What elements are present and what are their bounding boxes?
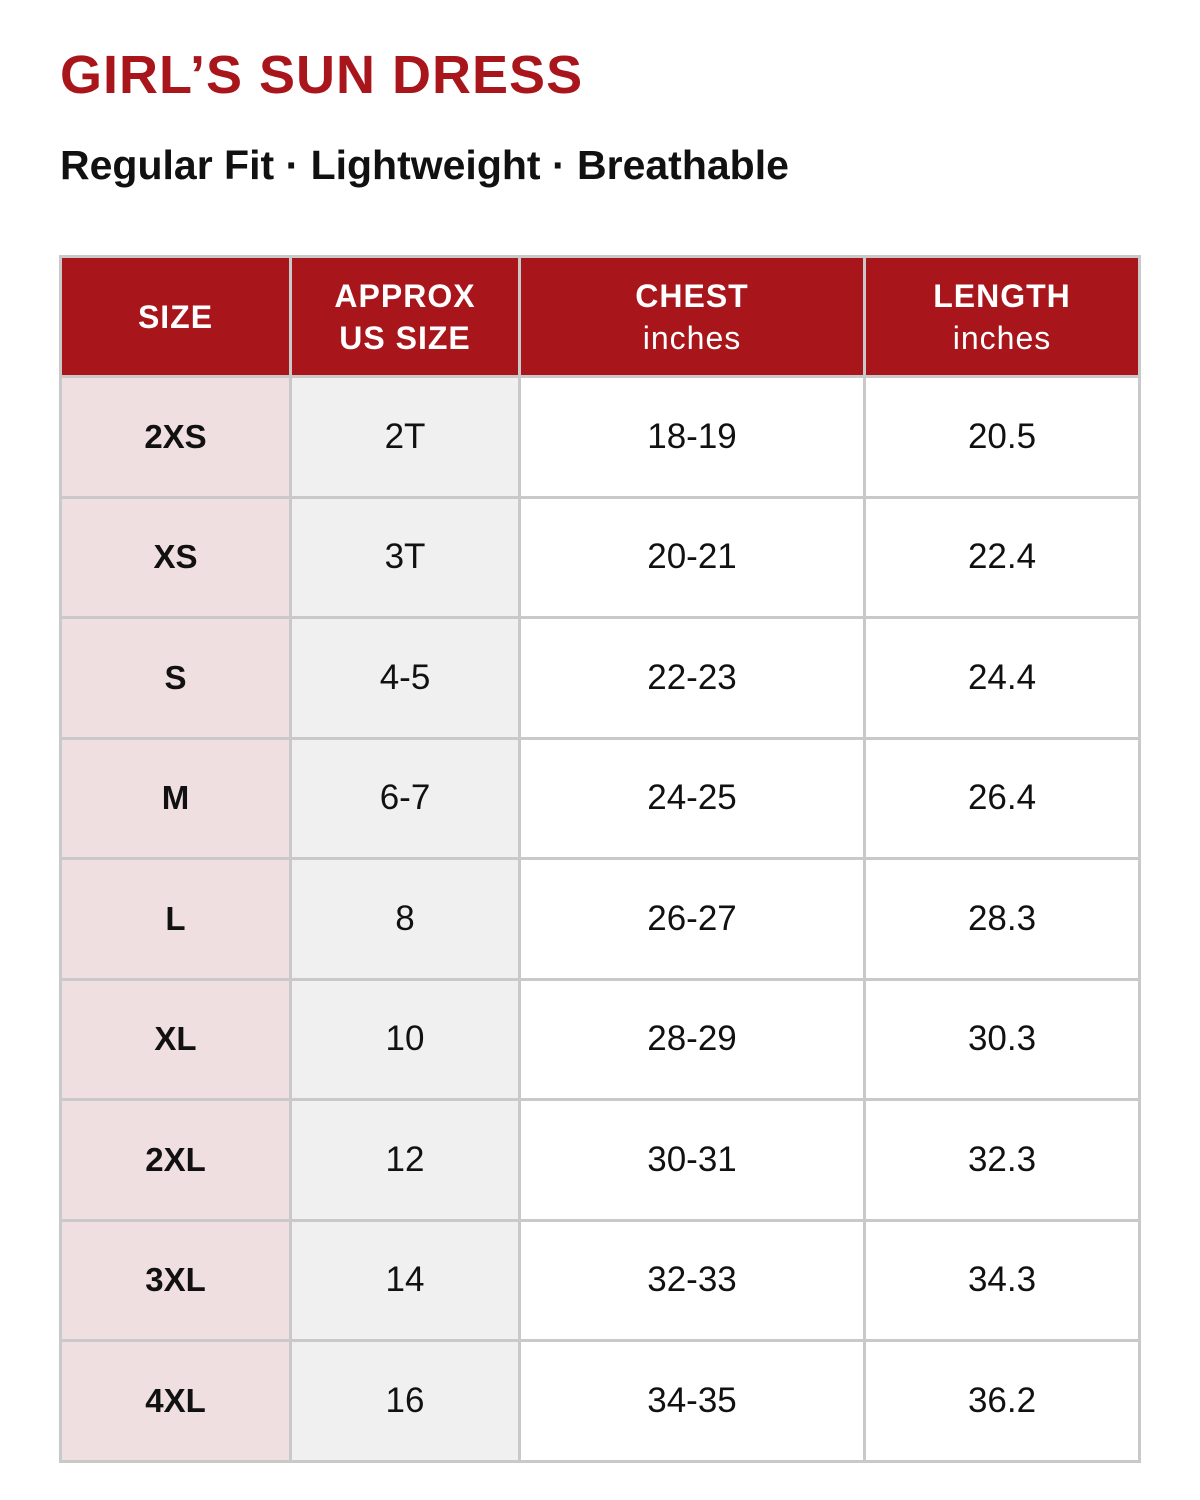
table-cell: 8 [292, 860, 518, 978]
table-cell: 16 [292, 1342, 518, 1460]
table-cell: 24.4 [866, 619, 1138, 737]
table-cell: 36.2 [866, 1342, 1138, 1460]
size-table: SIZE APPROX US SIZE CHEST inches LENGTH inches… [59, 255, 1141, 1463]
table-cell: 34.3 [866, 1221, 1138, 1339]
subtitle: Regular Fit · Lightweight · Breathable [60, 142, 789, 188]
table-cell: 14 [292, 1221, 518, 1339]
table-cell: 32.3 [866, 1101, 1138, 1219]
table-cell: 34-35 [521, 1342, 863, 1460]
table-cell: XS [62, 498, 289, 616]
table-cell: S [62, 619, 289, 737]
table-cell: 26-27 [521, 860, 863, 978]
title: GIRL’S SUN DRESS [60, 45, 584, 105]
table-cell: 4-5 [292, 619, 518, 737]
table-cell: XL [62, 980, 289, 1098]
header-cell: APPROX US SIZE [292, 258, 518, 375]
header-label: SIZE [137, 298, 214, 335]
table-cell: M [62, 739, 289, 857]
table-cell: 4XL [62, 1342, 289, 1460]
table-cell: 20-21 [521, 498, 863, 616]
header-cell: CHEST inches [521, 258, 863, 375]
table-cell: 18-19 [521, 378, 863, 496]
header-cell: SIZE [62, 258, 289, 375]
header-unit: inches [952, 319, 1052, 356]
header-label: US SIZE [339, 319, 471, 356]
table-cell: 3T [292, 498, 518, 616]
table-cell: 2XL [62, 1101, 289, 1219]
table-cell: 2XS [62, 378, 289, 496]
table-cell: 20.5 [866, 378, 1138, 496]
table-cell: 24-25 [521, 739, 863, 857]
table-cell: 22-23 [521, 619, 863, 737]
table-cell: 30.3 [866, 980, 1138, 1098]
table-cell: 6-7 [292, 739, 518, 857]
table-cell: 26.4 [866, 739, 1138, 857]
table-cell: L [62, 860, 289, 978]
table-cell: 28.3 [866, 860, 1138, 978]
table-cell: 2T [292, 378, 518, 496]
header-unit: inches [642, 319, 742, 356]
table-cell: 30-31 [521, 1101, 863, 1219]
table-cell: 32-33 [521, 1221, 863, 1339]
table-cell: 12 [292, 1101, 518, 1219]
header-cell: LENGTH inches [866, 258, 1138, 375]
table-cell: 28-29 [521, 980, 863, 1098]
header-label: CHEST [635, 277, 749, 314]
header-label: LENGTH [933, 277, 1071, 314]
header-label: APPROX [334, 277, 476, 314]
table-cell: 3XL [62, 1221, 289, 1339]
table-cell: 10 [292, 980, 518, 1098]
table-cell: 22.4 [866, 498, 1138, 616]
